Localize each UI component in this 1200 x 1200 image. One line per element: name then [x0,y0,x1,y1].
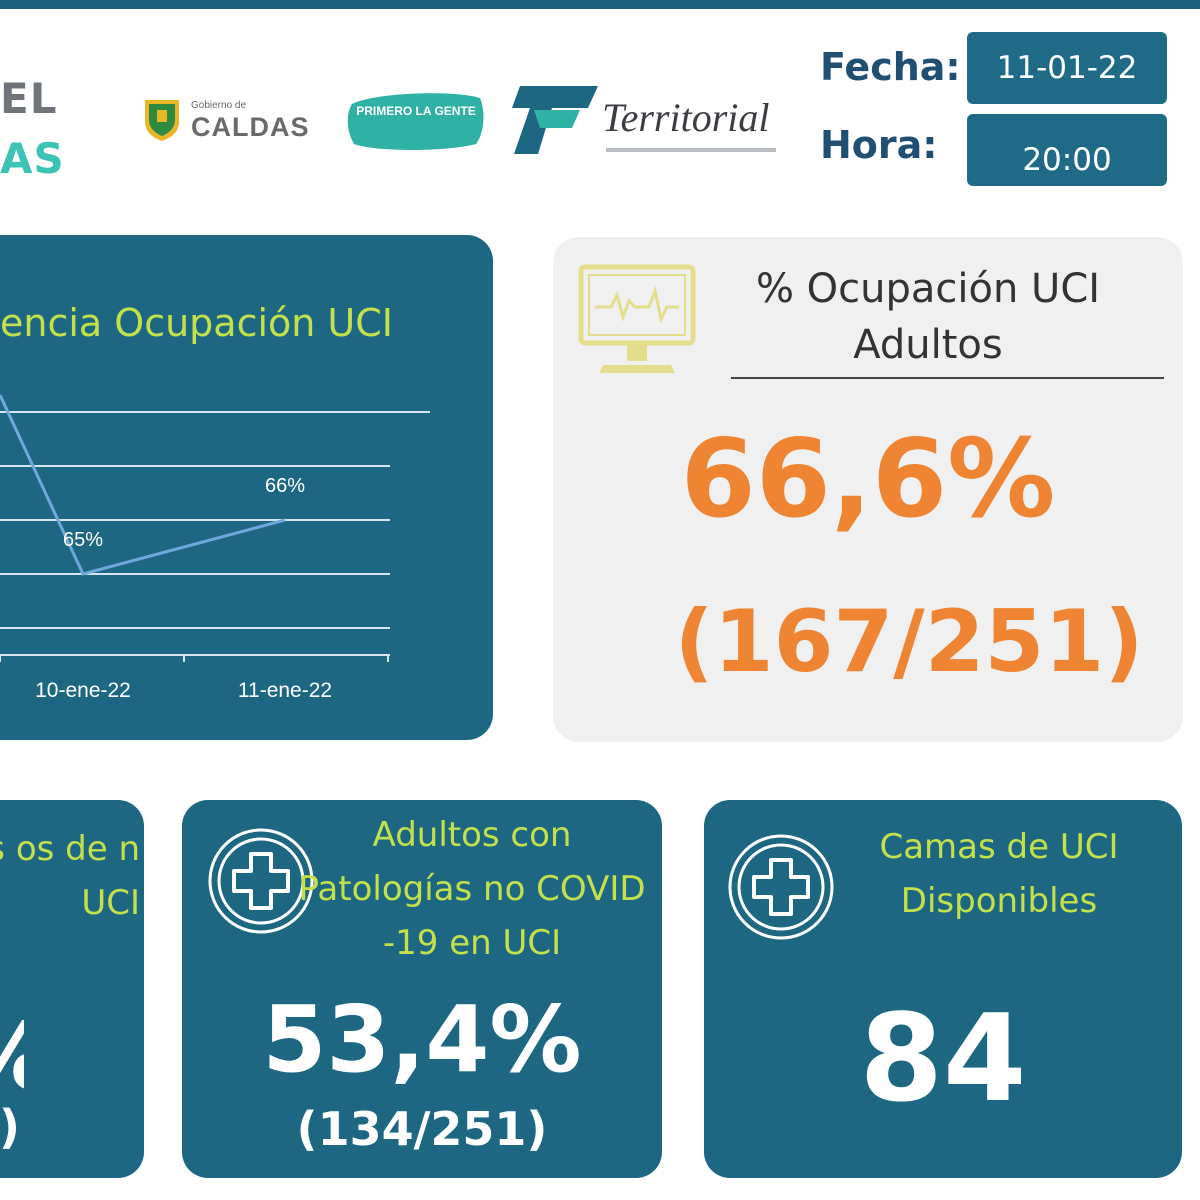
card1-title: s os de n UCI [0,829,140,923]
available-beds-card: Camas de UCI Disponibles 84 [704,800,1182,1178]
non-covid-patients-card: Adultos con Patologías no COVID -19 en U… [182,800,662,1178]
occupancy-title-rule [731,377,1164,379]
data-label: 65% [63,529,103,551]
card2-value: 53,4% [262,986,582,1093]
medical-plus-icon [208,828,314,934]
territorial-mark-icon [512,86,598,154]
occupancy-ratio: (167/251) [674,592,1144,692]
territorial-name: Territorial [602,95,770,140]
trend-chart: 65% 66% 10-ene-22 11-ene-22 [0,394,430,702]
occupancy-panel: % Ocupación UCI Adultos 66,6% (167/251) [553,237,1183,742]
primero-text: PRIMERO LA GENTE [356,104,476,118]
hora-value: 20:00 [967,114,1167,186]
card2-title: Adultos con Patologías no COVID -19 en U… [298,815,646,963]
trend-chart-title: encia Ocupación UCI [0,301,393,345]
card1-value: % [0,1010,24,1104]
data-label: 66% [265,475,305,497]
territorial-logo: Territorial [510,80,800,166]
medical-plus-icon [728,834,834,940]
monitor-icon [578,264,696,373]
covid-patients-card: s os de n UCI % ) [0,800,144,1178]
hora-label: Hora: [820,123,938,167]
card2-ratio: (134/251) [296,1102,548,1156]
brand-text-line2: AS [0,134,65,183]
trend-series-line [0,394,286,576]
occupancy-percentage: 66,6% [680,417,1056,542]
caldas-logo: Gobierno de CALDAS [143,96,333,146]
caldas-shield-icon [145,100,179,141]
caldas-subtitle: Gobierno de [191,100,247,111]
x-tick-label: 10-ene-22 [35,679,131,702]
fecha-label: Fecha: [820,45,961,89]
fecha-value: 11-01-22 [967,32,1167,104]
territorial-tagline-bar [606,148,776,152]
card3-title: Camas de UCI Disponibles [879,827,1119,921]
top-border [0,0,1200,9]
trend-chart-panel: encia Ocupación UCI 65% 66% 10-ene-22 11-en… [0,235,493,740]
primero-la-gente-logo: PRIMERO LA GENTE [346,90,486,152]
brand-text-line1: EL [0,74,58,123]
card1-ratio: ) [0,1100,20,1154]
card3-value: 84 [859,990,1027,1129]
caldas-name: CALDAS [191,112,310,142]
x-tick-label: 11-ene-22 [238,679,332,702]
primero-badge-icon [347,93,484,150]
occupancy-title: % Ocupación UCI Adultos [755,266,1101,368]
